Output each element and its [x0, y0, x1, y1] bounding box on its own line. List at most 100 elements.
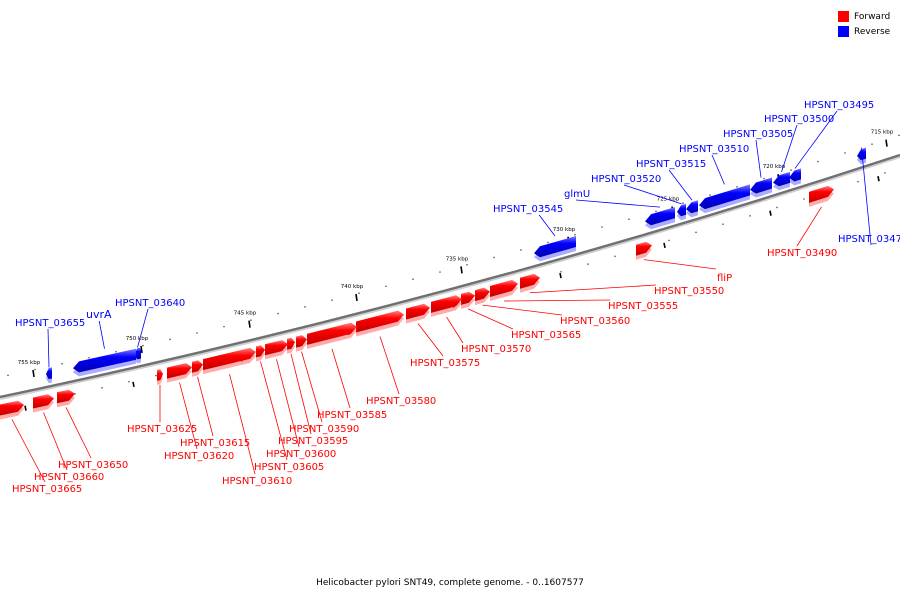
gene-arrow — [461, 291, 475, 305]
minor-tick-mark — [655, 210, 657, 213]
gene-hpsnt-03605[interactable] — [256, 345, 265, 362]
leader-line — [503, 299, 611, 302]
gene-arrow — [73, 348, 136, 373]
gene-label-hpsnt-03620[interactable]: HPSNT_03620 — [164, 451, 234, 462]
gene-label-hpsnt-03575[interactable]: HPSNT_03575 — [410, 358, 480, 369]
gene-arrow — [520, 273, 540, 289]
gene-label-hpsnt-03605[interactable]: HPSNT_03605 — [254, 462, 324, 473]
minor-tick-mark — [142, 344, 144, 347]
gene-hpsnt-03505[interactable] — [750, 177, 772, 198]
gene-hpsnt-03545[interactable] — [534, 236, 576, 262]
gene-uvra[interactable] — [73, 348, 136, 377]
scale-tick — [769, 210, 772, 216]
gene-label-hpsnt-03625[interactable]: HPSNT_03625 — [127, 424, 197, 435]
gene-hpsnt-03655[interactable] — [46, 367, 52, 384]
minor-tick-mark — [736, 186, 738, 188]
scale-tick — [355, 293, 358, 302]
gene-hpsnt-03555[interactable] — [490, 279, 518, 301]
gene-hpsnt-03575[interactable] — [406, 303, 430, 324]
minor-tick-mark — [844, 152, 846, 154]
leader-line — [65, 407, 92, 459]
gene-label-hpsnt-03555[interactable]: HPSNT_03555 — [608, 301, 678, 312]
minor-tick-mark — [385, 285, 387, 288]
gene-hpsnt-03660[interactable] — [33, 394, 54, 413]
gene-label-hpsnt-03520[interactable]: HPSNT_03520 — [591, 174, 661, 185]
gene-label-hpsnt-03515[interactable]: HPSNT_03515 — [636, 159, 706, 170]
leader-line — [575, 199, 661, 208]
gene-hpsnt-03490[interactable] — [809, 185, 834, 207]
gene-hpsnt-03500[interactable] — [773, 171, 790, 191]
gene-label-hpsnt-03595[interactable]: HPSNT_03595 — [278, 436, 348, 447]
gene-arrow — [431, 295, 462, 313]
gene-hpsnt-03595[interactable] — [287, 337, 295, 354]
gene-hpsnt-03565[interactable] — [461, 291, 475, 309]
gene-hpsnt-03615[interactable] — [192, 360, 203, 377]
gene-hpsnt-03610[interactable] — [203, 347, 256, 375]
gene-hpsnt-03520[interactable] — [677, 203, 686, 221]
gene-label-hpsnt-03610[interactable]: HPSNT_03610 — [222, 476, 292, 487]
minor-tick-mark — [128, 380, 130, 383]
gene-label-hpsnt-03475[interactable]: HPSNT_03475 — [838, 234, 900, 245]
gene-label-hpsnt-03590[interactable]: HPSNT_03590 — [289, 424, 359, 435]
gene-arrow — [356, 310, 404, 333]
gene-label-hpsnt-03580[interactable]: HPSNT_03580 — [366, 396, 436, 407]
gene-label-hpsnt-03655[interactable]: HPSNT_03655 — [15, 318, 85, 329]
gene-label-hpsnt-03550[interactable]: HPSNT_03550 — [654, 286, 724, 297]
gene-label-hpsnt-03600[interactable]: HPSNT_03600 — [266, 449, 336, 460]
gene-arrow — [406, 303, 430, 320]
gene-label-glmu[interactable]: glmU — [564, 189, 590, 200]
scale-tick — [460, 266, 463, 274]
genome-backbone — [0, 153, 900, 399]
minor-tick-mark — [466, 263, 468, 266]
gene-label-hpsnt-03660[interactable]: HPSNT_03660 — [34, 472, 104, 483]
gene-label-hpsnt-03615[interactable]: HPSNT_03615 — [180, 438, 250, 449]
gene-label-hpsnt-03565[interactable]: HPSNT_03565 — [511, 330, 581, 341]
gene-label-hpsnt-03640[interactable]: HPSNT_03640 — [115, 298, 185, 309]
gene-label-hpsnt-03495[interactable]: HPSNT_03495 — [804, 100, 874, 111]
gene-hpsnt-03650[interactable] — [57, 389, 75, 408]
gene-hpsnt-03600[interactable] — [265, 340, 288, 360]
gene-hpsnt-03665[interactable] — [0, 400, 24, 420]
gene-label-hpsnt-03500[interactable]: HPSNT_03500 — [764, 114, 834, 125]
gene-label-hpsnt-03490[interactable]: HPSNT_03490 — [767, 248, 837, 259]
minor-tick-mark — [304, 306, 306, 308]
gene-hpsnt-03570[interactable] — [431, 295, 462, 317]
scale-tick — [32, 369, 35, 378]
gene-hpsnt-03550[interactable] — [520, 273, 540, 293]
gene-label-hpsnt-03510[interactable]: HPSNT_03510 — [679, 144, 749, 155]
gene-hpsnt-03590[interactable] — [296, 335, 307, 352]
gene-arrow — [773, 171, 790, 187]
gene-hpsnt-03495[interactable] — [789, 168, 801, 186]
gene-label-hpsnt-03570[interactable]: HPSNT_03570 — [461, 344, 531, 355]
gene-label-hpsnt-03585[interactable]: HPSNT_03585 — [317, 410, 387, 421]
gene-label-hpsnt-03505[interactable]: HPSNT_03505 — [723, 129, 793, 140]
gene-hpsnt-03560[interactable] — [475, 287, 490, 306]
gene-arrow — [167, 363, 192, 379]
gene-hpsnt-03475[interactable] — [857, 147, 866, 165]
gene-hpsnt-03585[interactable] — [307, 322, 357, 349]
minor-tick-mark — [34, 368, 36, 371]
gene-label-hpsnt-03665[interactable]: HPSNT_03665 — [12, 484, 82, 495]
leader-line — [47, 328, 50, 368]
minor-tick-mark — [817, 160, 819, 163]
gene-hpsnt-03515[interactable] — [686, 200, 698, 218]
gene-arrow — [57, 389, 75, 404]
reverse-swatch — [838, 26, 849, 37]
gene-label-hpsnt-03650[interactable]: HPSNT_03650 — [58, 460, 128, 471]
gene-label-hpsnt-03560[interactable]: HPSNT_03560 — [560, 316, 630, 327]
gene-glmu[interactable] — [645, 207, 675, 230]
leader-line — [43, 412, 68, 471]
gene-hpsnt-03620[interactable] — [167, 363, 192, 383]
gene-label-uvra[interactable]: uvrA — [86, 308, 112, 321]
scale-tick — [140, 345, 143, 354]
gene-hpsnt-03580[interactable] — [356, 310, 404, 337]
leader-line — [794, 110, 838, 169]
gene-flip[interactable] — [636, 241, 652, 260]
minor-tick-mark — [155, 374, 157, 377]
minor-tick-mark — [196, 332, 198, 334]
gene-arrow — [490, 279, 518, 297]
gene-hpsnt-03510[interactable] — [699, 184, 750, 214]
gene-hpsnt-03625[interactable] — [157, 369, 163, 385]
gene-label-hpsnt-03545[interactable]: HPSNT_03545 — [493, 204, 563, 215]
gene-label-flip[interactable]: fliP — [717, 273, 732, 284]
